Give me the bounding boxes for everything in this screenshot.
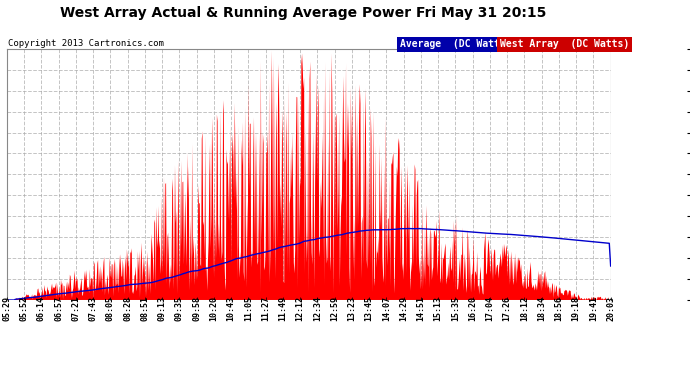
Text: West Array  (DC Watts): West Array (DC Watts) <box>500 39 629 50</box>
Text: Average  (DC Watts): Average (DC Watts) <box>400 39 512 50</box>
Text: Copyright 2013 Cartronics.com: Copyright 2013 Cartronics.com <box>8 39 164 48</box>
Text: West Array Actual & Running Average Power Fri May 31 20:15: West Array Actual & Running Average Powe… <box>61 6 546 20</box>
